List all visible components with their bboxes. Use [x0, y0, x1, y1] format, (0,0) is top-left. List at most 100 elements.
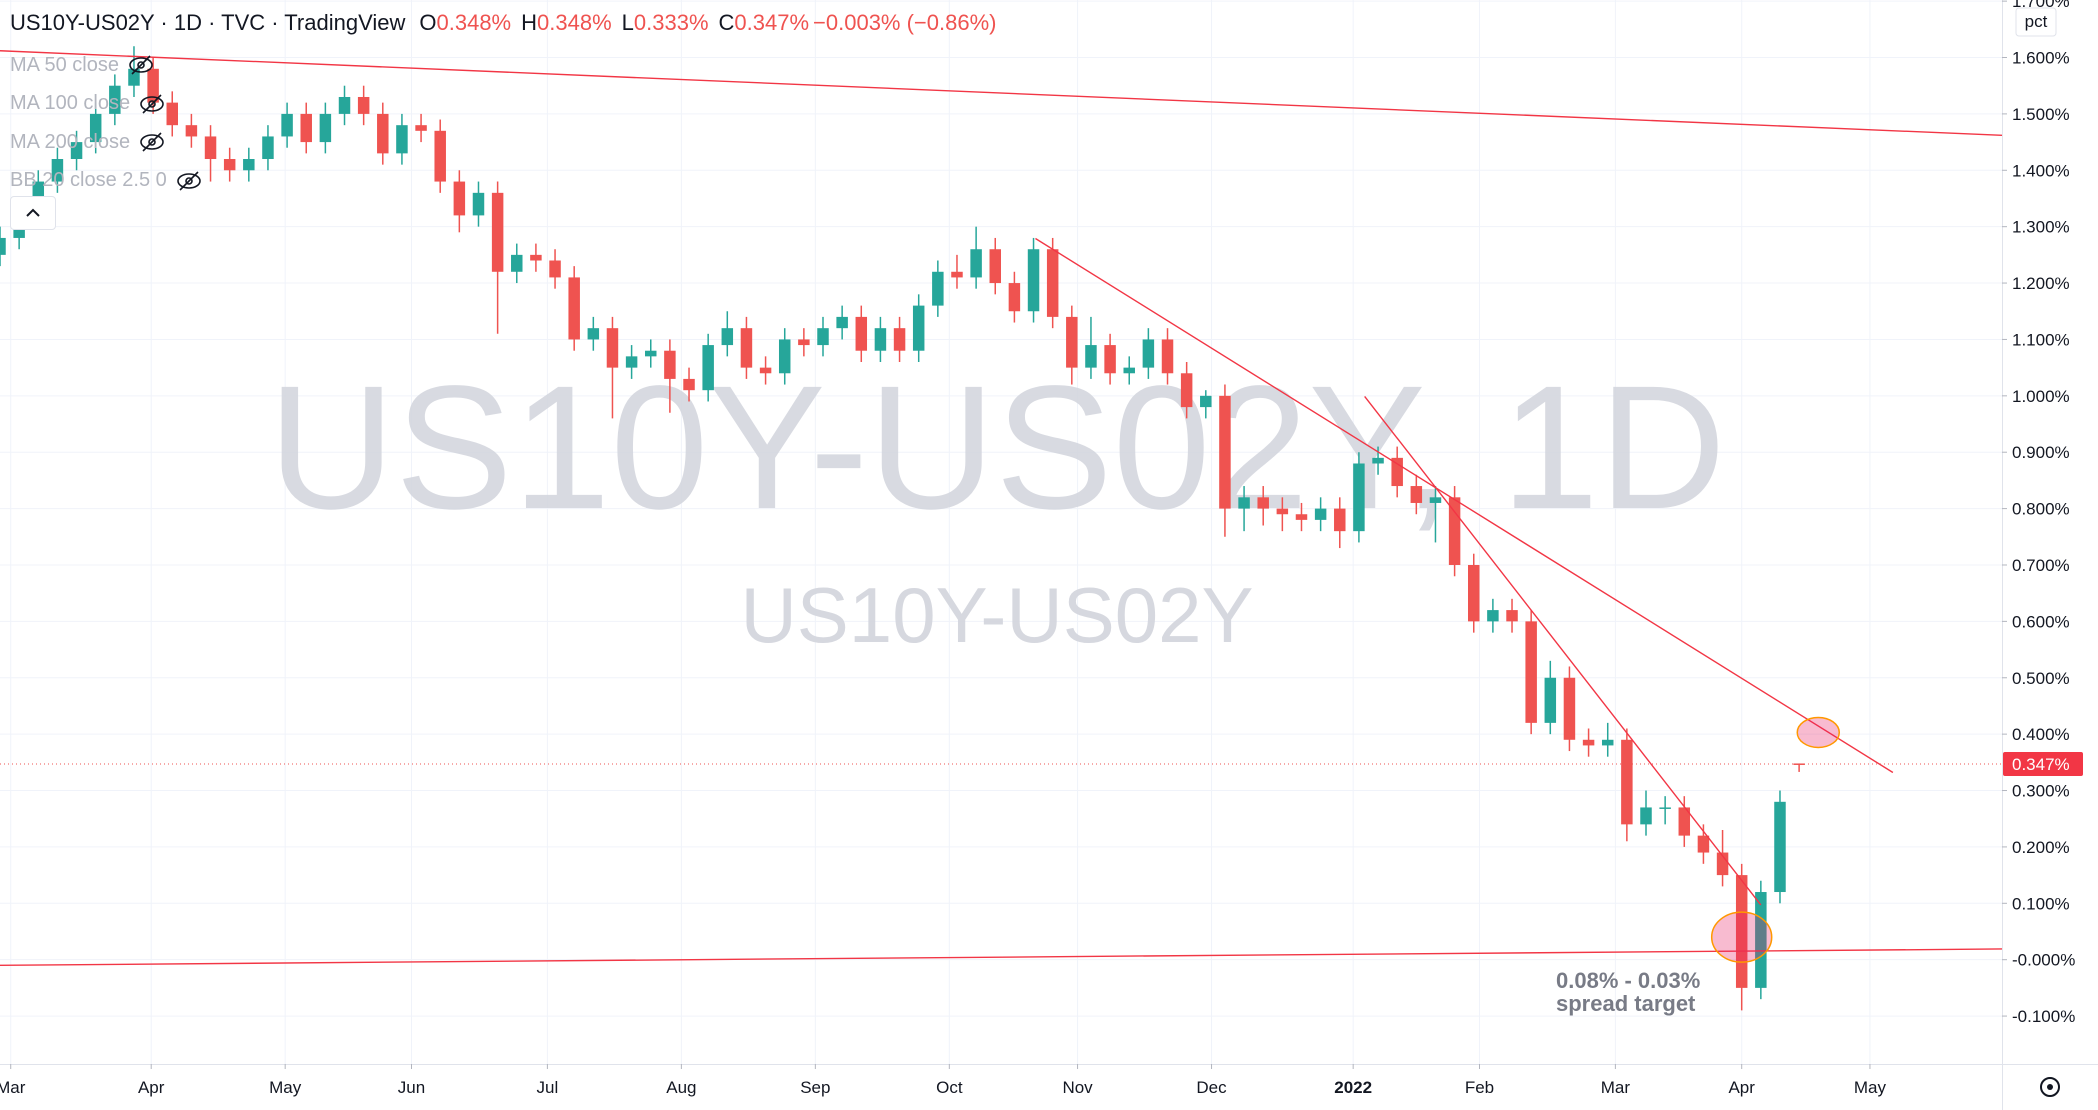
candle-body	[109, 85, 121, 114]
indicator-label: MA 50 close	[10, 53, 119, 76]
candle-body	[683, 378, 695, 391]
candle-body	[1066, 316, 1078, 368]
candle-body	[1334, 508, 1346, 532]
candle-body	[1716, 852, 1729, 876]
ohlc-value: 0.333%	[633, 10, 709, 35]
candle-body	[1735, 875, 1748, 988]
candle-body	[855, 316, 868, 351]
candle-body	[281, 113, 293, 137]
candle-body	[1353, 463, 1365, 532]
chevron-up	[26, 208, 40, 217]
ohlc-key: H	[521, 10, 538, 35]
y-tick-label: 0.700%	[2012, 556, 2070, 575]
candle-body	[1257, 497, 1269, 509]
candle-body	[300, 113, 312, 143]
ohlc-key: C	[718, 10, 735, 35]
candle-body	[549, 260, 561, 278]
hidden-icon[interactable]	[175, 170, 203, 192]
x-tick-label: Jul	[537, 1078, 559, 1097]
candle-body	[1372, 457, 1384, 464]
candle-body	[1640, 807, 1652, 825]
candle-body	[1544, 677, 1557, 723]
candle-body	[893, 328, 906, 351]
x-tick-label: Mar	[1601, 1078, 1631, 1097]
candle-body	[51, 159, 64, 182]
candle-body	[70, 142, 83, 160]
x-tick-label: Feb	[1465, 1078, 1494, 1097]
annotation: 0.08% - 0.03%	[1556, 968, 1700, 993]
candle-body	[951, 271, 963, 278]
ohlc-value: 0.348%	[436, 10, 512, 35]
candle-body	[874, 328, 887, 351]
highlight	[1710, 911, 1773, 963]
candle-body	[1008, 283, 1021, 312]
y-tick-label: 0.400%	[2012, 725, 2070, 744]
candle-body	[1678, 807, 1691, 836]
trendline	[1035, 237, 1894, 774]
candle-body	[1487, 610, 1499, 622]
hidden-icon[interactable]	[138, 93, 166, 115]
y-tick-label: 1.700%	[2012, 0, 2070, 11]
x-axis: Mar Apr May Jun Jul Aug Sep Oct Nov Dec 2022 Feb Mar…	[0, 1064, 1886, 1097]
candle-body	[645, 350, 657, 357]
candle-body	[377, 113, 389, 154]
y-tick-label: -0.000%	[2012, 951, 2075, 970]
candle-body	[836, 316, 848, 329]
candle-body	[530, 254, 542, 261]
candle-body	[243, 159, 255, 171]
candle-body	[262, 136, 274, 160]
candle-body	[1697, 835, 1710, 853]
candle-body	[396, 125, 408, 154]
hidden-icon[interactable]	[138, 131, 166, 153]
collapse-button[interactable]	[10, 196, 56, 230]
candle-body	[357, 96, 370, 114]
indicator-label: BB 20 close 2.5 0	[10, 169, 167, 192]
candle-body	[1123, 367, 1135, 374]
y-tick-label: 0.900%	[2012, 443, 2070, 462]
x-tick-label: Apr	[138, 1078, 165, 1097]
candle-body	[434, 130, 446, 182]
x-tick-label: May	[269, 1078, 302, 1097]
candle-body	[817, 328, 829, 346]
candle-body	[932, 271, 944, 306]
y-tick-label: 1.200%	[2012, 274, 2070, 293]
y-axis: -0.100% -0.000% 0.100% 0.200% 0.300% 0.400% 0.…	[2002, 0, 2083, 1026]
hidden-icon[interactable]	[127, 54, 155, 76]
settings-icon[interactable]	[2040, 1077, 2060, 1097]
candle-body	[1180, 373, 1193, 408]
candle-body	[415, 125, 427, 131]
trendline	[0, 948, 2003, 967]
ohlc-legend: O0.348% H0.348% L0.333% C0.347%	[409, 10, 809, 36]
gear	[2040, 1077, 2060, 1097]
indicator: MA 200 close	[10, 123, 203, 162]
candle-body	[338, 96, 351, 114]
unit-button[interactable]	[2015, 7, 2057, 37]
candle-body	[1621, 739, 1633, 825]
candle-body	[1410, 486, 1423, 503]
candle-body	[89, 113, 102, 143]
trendline	[1364, 395, 1762, 906]
x-tick-label: 2022	[1334, 1078, 1372, 1097]
candle-body	[1238, 497, 1250, 509]
x-tick-label: Dec	[1196, 1078, 1227, 1097]
candle-body	[1563, 677, 1576, 740]
candle-body	[0, 237, 6, 255]
candle-body	[1582, 739, 1595, 746]
candle-body	[1506, 610, 1518, 622]
x-tick-label: Aug	[666, 1078, 696, 1097]
candle-body	[1468, 564, 1480, 622]
ohlc-key: L	[621, 10, 634, 35]
candle-body	[568, 277, 580, 340]
candle-body	[1314, 508, 1327, 520]
x-tick-label: Mar	[0, 1078, 26, 1097]
y-tick-label: 1.000%	[2012, 387, 2070, 406]
x-tick-label: Jun	[398, 1078, 425, 1097]
candle-body	[702, 345, 714, 391]
x-tick-label: Nov	[1062, 1078, 1093, 1097]
unit-label: pct	[2025, 12, 2048, 31]
